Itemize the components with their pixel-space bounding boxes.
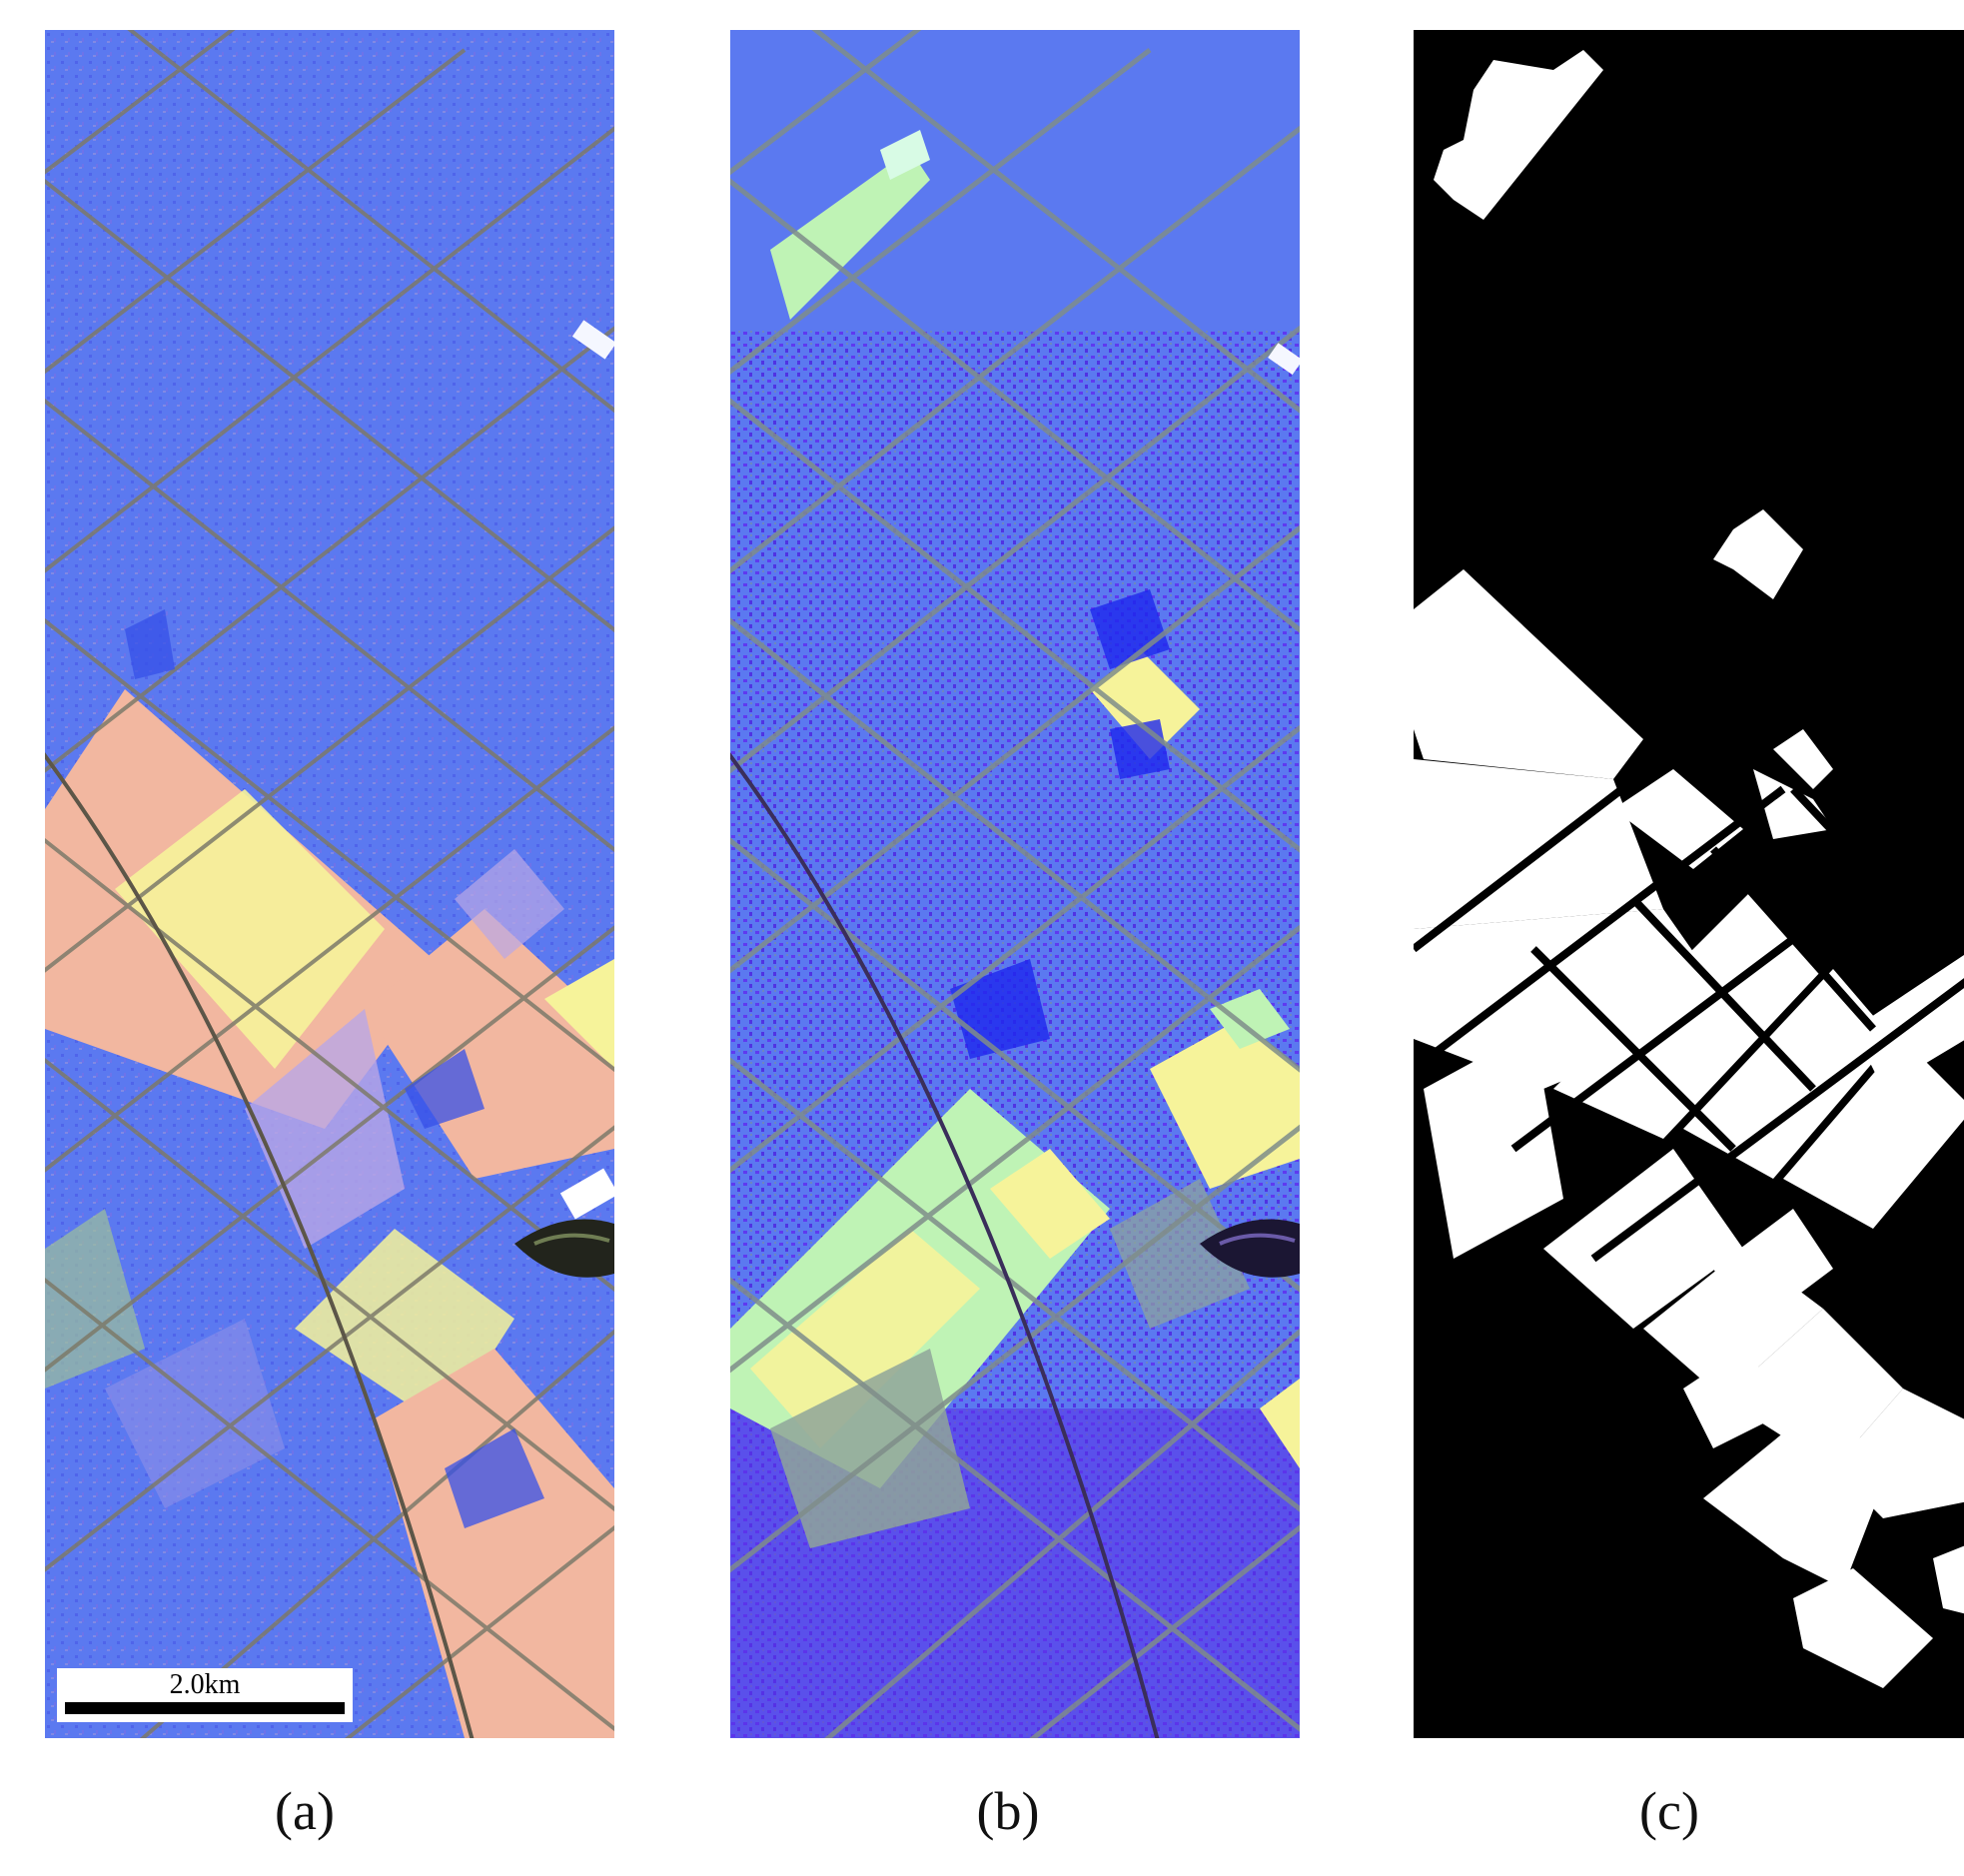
caption-b: (b)	[976, 1781, 1040, 1841]
panel-c-graphic	[1414, 30, 1964, 1738]
panel-b-graphic	[730, 30, 1300, 1738]
panel-a-image: 2.0km	[45, 30, 614, 1738]
scale-bar-label: 2.0km	[169, 1669, 241, 1700]
panel-a-graphic	[45, 30, 614, 1738]
scale-bar: 2.0km	[57, 1668, 353, 1722]
panel-b-image	[730, 30, 1300, 1738]
scale-bar-line	[65, 1702, 345, 1714]
caption-c: (c)	[1639, 1781, 1699, 1841]
panel-c-image	[1414, 30, 1964, 1738]
caption-a: (a)	[275, 1781, 335, 1841]
